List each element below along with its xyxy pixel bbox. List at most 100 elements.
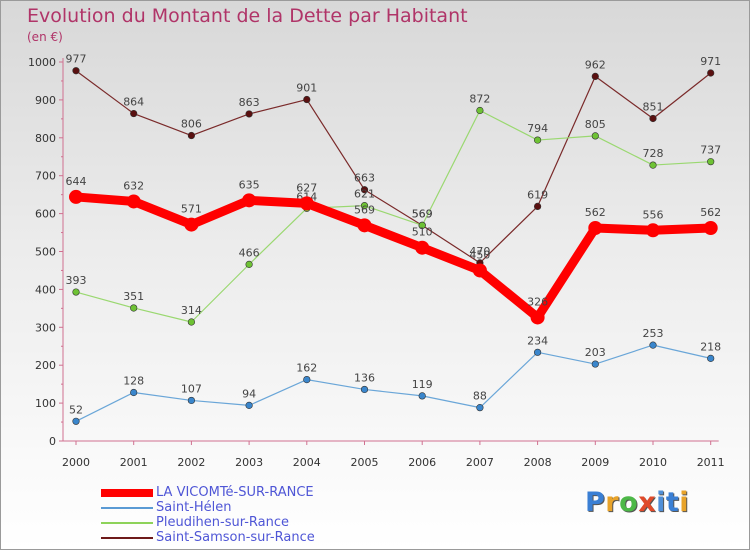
- chart-title: Evolution du Montant de la Dette par Hab…: [27, 5, 468, 27]
- data-label: 728: [643, 147, 664, 160]
- data-point: [360, 385, 369, 394]
- data-label: 571: [181, 203, 202, 216]
- data-point: [533, 202, 542, 210]
- data-label: 737: [700, 144, 721, 157]
- data-point: [245, 260, 253, 268]
- data-point: [69, 189, 83, 204]
- data-point: [130, 388, 138, 397]
- data-label: 806: [181, 118, 202, 131]
- data-label: 556: [643, 208, 664, 221]
- data-point: [707, 69, 715, 77]
- legend-swatch: [101, 489, 153, 497]
- data-point: [533, 348, 542, 356]
- x-tick-label: 2007: [466, 456, 494, 469]
- data-label: 621: [354, 188, 375, 201]
- data-point: [360, 202, 369, 210]
- y-tick-label: 600: [35, 208, 56, 221]
- data-point: [242, 193, 257, 208]
- legend-swatch: [101, 507, 153, 509]
- x-tick-label: 2001: [120, 456, 148, 469]
- y-tick-label: 900: [35, 94, 56, 107]
- y-tick-label: 0: [49, 435, 56, 448]
- data-point: [299, 196, 314, 211]
- data-point: [591, 72, 599, 81]
- data-point: [187, 396, 195, 405]
- y-tick-label: 100: [35, 397, 56, 410]
- x-tick-label: 2005: [351, 456, 379, 469]
- data-label: 203: [585, 346, 606, 359]
- data-label: 351: [123, 290, 144, 303]
- data-label: 962: [585, 58, 606, 71]
- data-point: [245, 110, 253, 118]
- y-tick-label: 300: [35, 321, 56, 334]
- data-label: 466: [239, 246, 260, 259]
- data-point: [649, 161, 657, 169]
- logo-letter: o: [619, 487, 639, 518]
- data-point: [418, 392, 426, 400]
- data-label: 119: [412, 378, 433, 391]
- x-tick-label: 2008: [524, 456, 552, 469]
- logo-letter: P: [585, 487, 606, 518]
- data-label: 569: [412, 207, 433, 220]
- y-tick-label: 1000: [28, 56, 56, 69]
- logo-letter: i: [656, 487, 666, 518]
- data-label: 52: [69, 403, 83, 416]
- series-line: [75, 344, 712, 422]
- data-label: 863: [239, 96, 260, 109]
- data-point: [476, 106, 484, 115]
- series-line: [75, 70, 712, 264]
- data-label: 107: [181, 382, 202, 395]
- data-label: 794: [527, 122, 548, 135]
- data-label: 234: [527, 334, 548, 347]
- y-tick-label: 200: [35, 359, 56, 372]
- data-point: [72, 417, 80, 425]
- data-label: 663: [354, 172, 375, 185]
- data-point: [649, 341, 657, 349]
- data-point: [472, 263, 487, 278]
- logo-letter: r: [605, 487, 620, 518]
- data-label: 644: [66, 175, 87, 188]
- data-label: 94: [242, 387, 256, 400]
- data-label: 635: [239, 178, 260, 191]
- y-tick-label: 400: [35, 283, 56, 296]
- x-tick-label: 2004: [293, 456, 321, 469]
- data-point: [415, 240, 430, 255]
- data-label: 393: [66, 274, 87, 287]
- y-axis-unit: (en €): [27, 30, 63, 44]
- data-point: [245, 401, 253, 409]
- x-tick-label: 2009: [581, 456, 609, 469]
- data-label: 977: [66, 53, 87, 66]
- legend-swatch: [101, 537, 153, 539]
- data-point: [360, 186, 369, 194]
- y-tick-label: 500: [35, 246, 56, 259]
- data-point: [184, 217, 199, 232]
- data-point: [357, 218, 372, 233]
- data-point: [303, 376, 311, 384]
- data-point: [418, 221, 426, 229]
- data-label: 450: [469, 248, 490, 261]
- data-label: 901: [296, 82, 317, 95]
- x-tick-label: 2010: [639, 456, 667, 469]
- data-label: 562: [700, 206, 721, 219]
- legend-label: Saint-Hélen: [156, 500, 232, 515]
- data-label: 162: [296, 362, 317, 375]
- data-label: 470: [469, 245, 490, 258]
- data-point: [187, 131, 195, 140]
- data-point: [130, 304, 138, 312]
- legend-swatch: [101, 522, 153, 524]
- data-point: [126, 194, 141, 209]
- data-point: [476, 404, 484, 412]
- data-point: [130, 109, 138, 118]
- data-label: 971: [700, 55, 721, 68]
- data-label: 136: [354, 371, 375, 384]
- data-point: [588, 221, 603, 236]
- data-label: 326: [527, 295, 548, 308]
- data-label: 88: [473, 390, 487, 403]
- data-point: [591, 132, 599, 140]
- data-point: [533, 136, 542, 144]
- data-label: 314: [181, 304, 202, 317]
- data-label: 872: [469, 93, 490, 106]
- x-tick-label: 2006: [408, 456, 436, 469]
- legend-label: Pleudihen-sur-Rance: [156, 515, 290, 530]
- data-label: 562: [585, 206, 606, 219]
